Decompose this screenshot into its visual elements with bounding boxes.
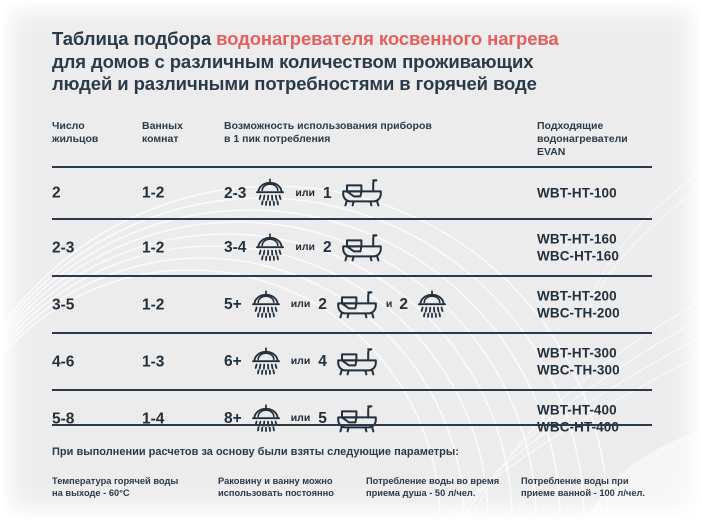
bathtub-icon xyxy=(335,346,379,378)
cell-residents: 5-8 xyxy=(52,410,75,427)
bathtub-icon xyxy=(335,289,379,321)
title-line1-plain: Таблица подбора xyxy=(52,28,217,49)
footer-note: Потребление воды при приеме ванной - 100 … xyxy=(521,476,645,498)
usage-separator: или xyxy=(295,241,315,253)
table-header-row: Число жильцов Ванных комнат Возможность ис… xyxy=(52,120,652,166)
footer-note: Потребление воды во время приема душа - 5… xyxy=(366,476,500,498)
cell-bathrooms: 1-2 xyxy=(142,184,165,202)
footer-note: Температура горячей воды на выходе - 60°С xyxy=(52,476,179,498)
table-row: 2 1-2 2-3 xyxy=(52,166,652,218)
cell-models: WBT-HT-160 WBC-HT-160 xyxy=(537,231,620,264)
cell-usage: 2-3 xyxy=(224,177,524,209)
usage-separator: или xyxy=(290,355,311,367)
cell-residents: 4-6 xyxy=(52,353,75,370)
usage-count: 6+ xyxy=(224,353,242,370)
usage-separator: или xyxy=(295,186,315,199)
usage-count: 8+ xyxy=(224,410,242,427)
title-line1-highlight: водонагревателя косвенного нагрева xyxy=(216,28,559,49)
bathtub-icon xyxy=(340,177,384,209)
usage-count: 4 xyxy=(318,353,327,370)
title-line2: для домов с различным количеством прожив… xyxy=(52,50,534,72)
shower-icon xyxy=(253,232,287,264)
usage-count: 2 xyxy=(399,296,408,313)
bathtub-icon xyxy=(340,232,384,264)
title-line3: людей и различными потребностями в горяч… xyxy=(52,73,537,94)
usage-separator: или xyxy=(290,298,311,310)
selection-table: Число жильцов Ванных комнат Возможность ис… xyxy=(52,120,652,446)
cell-models: WBT-HT-100 xyxy=(537,185,617,201)
shower-icon xyxy=(415,289,449,321)
usage-count: 2-3 xyxy=(224,184,247,202)
cell-usage: 8+ xyxy=(224,403,524,435)
table-row: 5-8 1-4 8+ xyxy=(52,389,652,446)
cell-residents: 2-3 xyxy=(52,239,75,256)
shower-icon xyxy=(249,289,283,321)
cell-bathrooms: 1-2 xyxy=(142,239,165,256)
table-row: 4-6 1-3 6+ xyxy=(52,332,652,389)
page-title: Таблица подбора водонагревателя косвенно… xyxy=(52,28,672,96)
cell-bathrooms: 1-3 xyxy=(142,353,165,370)
cell-bathrooms: 1-2 xyxy=(142,296,165,313)
cell-usage: 6+ xyxy=(224,346,524,378)
header-models: Подходящие водонагреватели EVAN xyxy=(537,120,628,158)
bathtub-icon xyxy=(335,403,379,435)
table-bottom-rule xyxy=(52,424,652,426)
cell-bathrooms: 1-4 xyxy=(142,410,165,427)
footer-note: Раковину и ванну можно использовать посто… xyxy=(218,476,334,498)
cell-usage: 3-4 xyxy=(224,232,524,264)
usage-count: 3-4 xyxy=(224,239,247,256)
cell-residents: 3-5 xyxy=(52,296,75,313)
usage-separator: и xyxy=(385,298,393,310)
cell-models: WBT-HT-300 WBC-TH-300 xyxy=(537,345,620,378)
usage-count: 5 xyxy=(318,410,327,427)
header-residents: Число жильцов xyxy=(52,120,99,145)
usage-count: 1 xyxy=(323,184,332,202)
footer-title: При выполнении расчетов за основу были в… xyxy=(52,446,459,458)
cell-usage: 5+ xyxy=(224,289,524,321)
shower-icon xyxy=(249,403,283,435)
table-row: 3-5 1-2 5+ xyxy=(52,275,652,332)
header-usage: Возможность использования приборов в 1 пи… xyxy=(224,120,432,145)
shower-icon xyxy=(253,177,287,209)
cell-models: WBT-HT-400 WBC-HT-400 xyxy=(537,402,620,435)
usage-count: 2 xyxy=(323,239,332,256)
usage-separator: или xyxy=(290,412,311,424)
usage-count: 2 xyxy=(318,296,327,313)
usage-count: 5+ xyxy=(224,296,242,313)
shower-icon xyxy=(249,346,283,378)
cell-models: WBT-HT-200 WBC-TH-200 xyxy=(537,288,620,321)
table-row: 2-3 1-2 3-4 xyxy=(52,218,652,275)
header-bathrooms: Ванных комнат xyxy=(142,120,183,145)
footer-notes: Температура горячей воды на выходе - 60°С… xyxy=(52,475,676,499)
cell-residents: 2 xyxy=(52,184,61,202)
